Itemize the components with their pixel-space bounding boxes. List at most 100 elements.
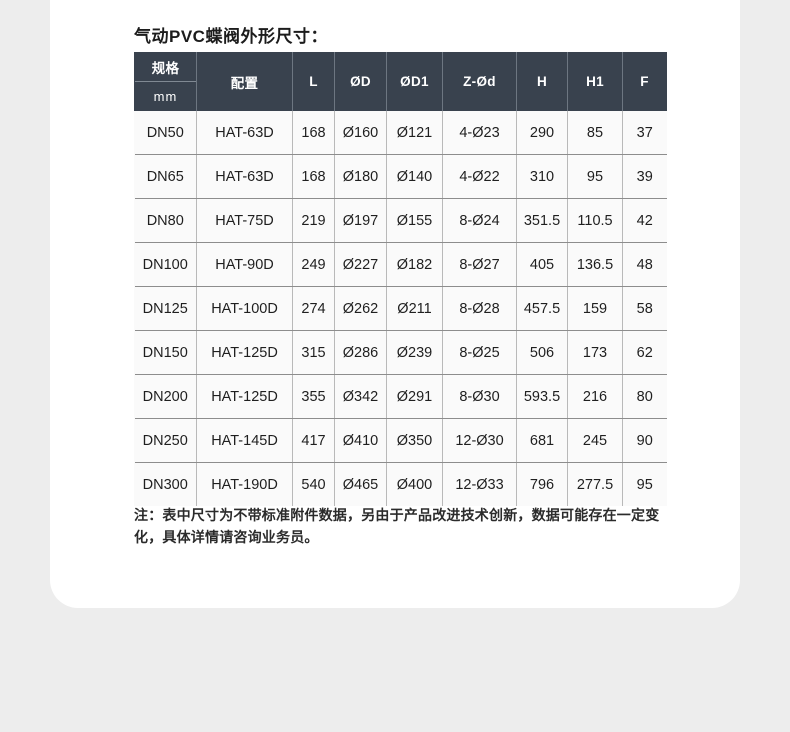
cell-config: HAT-90D bbox=[196, 242, 293, 287]
cell-zod: 12-Ø30 bbox=[442, 418, 517, 463]
cell-zod: 12-Ø33 bbox=[442, 462, 517, 506]
cell-f: 39 bbox=[622, 154, 667, 199]
page-title: 气动PVC蝶阀外形尺寸： bbox=[134, 27, 328, 46]
cell-l: 274 bbox=[292, 286, 335, 331]
cell-h1: 136.5 bbox=[567, 242, 623, 287]
cell-h1: 85 bbox=[567, 111, 623, 155]
cell-h: 593.5 bbox=[516, 374, 568, 419]
column-header-od: ØD bbox=[334, 52, 387, 111]
cell-od1: Ø239 bbox=[386, 330, 443, 375]
cell-spec: DN50 bbox=[134, 111, 197, 155]
cell-od: Ø160 bbox=[334, 111, 387, 155]
cell-h1: 216 bbox=[567, 374, 623, 419]
cell-h1: 95 bbox=[567, 154, 623, 199]
cell-l: 315 bbox=[292, 330, 335, 375]
table-row: DN150 HAT-125D 315 Ø286 Ø239 8-Ø25 506 173 62 bbox=[134, 330, 667, 375]
column-header-spec-unit: mm bbox=[153, 89, 178, 104]
cell-spec: DN200 bbox=[134, 374, 197, 419]
cell-config: HAT-63D bbox=[196, 154, 293, 199]
table-row: DN50 HAT-63D 168 Ø160 Ø121 4-Ø23 290 85 37 bbox=[134, 111, 667, 155]
cell-od1: Ø350 bbox=[386, 418, 443, 463]
cell-f: 58 bbox=[622, 286, 667, 331]
table-row: DN80 HAT-75D 219 Ø197 Ø155 8-Ø24 351.5 110.5 42 bbox=[134, 198, 667, 243]
cell-f: 42 bbox=[622, 198, 667, 243]
column-header-od1: ØD1 bbox=[386, 52, 443, 111]
table-row: DN250 HAT-145D 417 Ø410 Ø350 12-Ø30 681 245 90 bbox=[134, 418, 667, 463]
cell-config: HAT-75D bbox=[196, 198, 293, 243]
cell-h: 310 bbox=[516, 154, 568, 199]
cell-config: HAT-125D bbox=[196, 374, 293, 419]
table-header-row: 规格 mm 配置 L ØD ØD1 Z-Ød H bbox=[134, 52, 667, 111]
cell-config: HAT-145D bbox=[196, 418, 293, 463]
cell-l: 540 bbox=[292, 462, 335, 506]
column-header-h1: H1 bbox=[567, 52, 623, 111]
cell-f: 95 bbox=[622, 462, 667, 506]
cell-l: 168 bbox=[292, 111, 335, 155]
cell-od1: Ø121 bbox=[386, 111, 443, 155]
column-header-l: L bbox=[292, 52, 335, 111]
cell-od1: Ø140 bbox=[386, 154, 443, 199]
table-footnote: 注：表中尺寸为不带标准附件数据，另由于产品改进技术创新，数据可能存在一定变化，具… bbox=[134, 507, 660, 545]
cell-h: 796 bbox=[516, 462, 568, 506]
cell-zod: 4-Ø22 bbox=[442, 154, 517, 199]
cell-zod: 4-Ø23 bbox=[442, 111, 517, 155]
cell-od: Ø262 bbox=[334, 286, 387, 331]
cell-od1: Ø291 bbox=[386, 374, 443, 419]
cell-l: 219 bbox=[292, 198, 335, 243]
cell-od1: Ø155 bbox=[386, 198, 443, 243]
cell-od: Ø342 bbox=[334, 374, 387, 419]
cell-od1: Ø400 bbox=[386, 462, 443, 506]
cell-h1: 110.5 bbox=[567, 198, 623, 243]
cell-h: 405 bbox=[516, 242, 568, 287]
cell-od: Ø410 bbox=[334, 418, 387, 463]
dimension-table: 规格 mm 配置 L ØD ØD1 Z-Ød H bbox=[134, 52, 667, 506]
cell-l: 355 bbox=[292, 374, 335, 419]
cell-zod: 8-Ø27 bbox=[442, 242, 517, 287]
content-card: 气动PVC蝶阀外形尺寸： 规格 bbox=[50, 0, 740, 608]
table-row: DN200 HAT-125D 355 Ø342 Ø291 8-Ø30 593.5 216 80 bbox=[134, 374, 667, 419]
cell-zod: 8-Ø24 bbox=[442, 198, 517, 243]
column-header-zod: Z-Ød bbox=[442, 52, 517, 111]
table-header: 规格 mm 配置 L ØD ØD1 Z-Ød H bbox=[134, 52, 667, 111]
spec-table-container: 规格 mm 配置 L ØD ØD1 Z-Ød H bbox=[134, 52, 667, 506]
cell-spec: DN65 bbox=[134, 154, 197, 199]
cell-h1: 173 bbox=[567, 330, 623, 375]
cell-od: Ø286 bbox=[334, 330, 387, 375]
cell-od: Ø197 bbox=[334, 198, 387, 243]
table-row: DN65 HAT-63D 168 Ø180 Ø140 4-Ø22 310 95 39 bbox=[134, 154, 667, 199]
column-header-config: 配置 bbox=[196, 52, 293, 111]
cell-config: HAT-100D bbox=[196, 286, 293, 331]
cell-spec: DN125 bbox=[134, 286, 197, 331]
cell-l: 249 bbox=[292, 242, 335, 287]
cell-h1: 245 bbox=[567, 418, 623, 463]
cell-l: 168 bbox=[292, 154, 335, 199]
cell-f: 48 bbox=[622, 242, 667, 287]
cell-h1: 159 bbox=[567, 286, 623, 331]
cell-l: 417 bbox=[292, 418, 335, 463]
cell-od: Ø465 bbox=[334, 462, 387, 506]
cell-spec: DN80 bbox=[134, 198, 197, 243]
table-row: DN125 HAT-100D 274 Ø262 Ø211 8-Ø28 457.5 159 58 bbox=[134, 286, 667, 331]
cell-spec: DN300 bbox=[134, 462, 197, 506]
cell-h: 351.5 bbox=[516, 198, 568, 243]
cell-od1: Ø182 bbox=[386, 242, 443, 287]
cell-spec: DN250 bbox=[134, 418, 197, 463]
table-row: DN300 HAT-190D 540 Ø465 Ø400 12-Ø33 796 277.5 95 bbox=[134, 462, 667, 506]
column-header-spec: 规格 mm bbox=[134, 52, 197, 111]
cell-config: HAT-125D bbox=[196, 330, 293, 375]
cell-config: HAT-190D bbox=[196, 462, 293, 506]
cell-h1: 277.5 bbox=[567, 462, 623, 506]
cell-h: 457.5 bbox=[516, 286, 568, 331]
cell-h: 506 bbox=[516, 330, 568, 375]
cell-od: Ø227 bbox=[334, 242, 387, 287]
cell-zod: 8-Ø30 bbox=[442, 374, 517, 419]
cell-f: 90 bbox=[622, 418, 667, 463]
cell-config: HAT-63D bbox=[196, 111, 293, 155]
table-row: DN100 HAT-90D 249 Ø227 Ø182 8-Ø27 405 136.5 48 bbox=[134, 242, 667, 287]
cell-od1: Ø211 bbox=[386, 286, 443, 331]
cell-h: 290 bbox=[516, 111, 568, 155]
cell-spec: DN150 bbox=[134, 330, 197, 375]
cell-zod: 8-Ø25 bbox=[442, 330, 517, 375]
cell-od: Ø180 bbox=[334, 154, 387, 199]
